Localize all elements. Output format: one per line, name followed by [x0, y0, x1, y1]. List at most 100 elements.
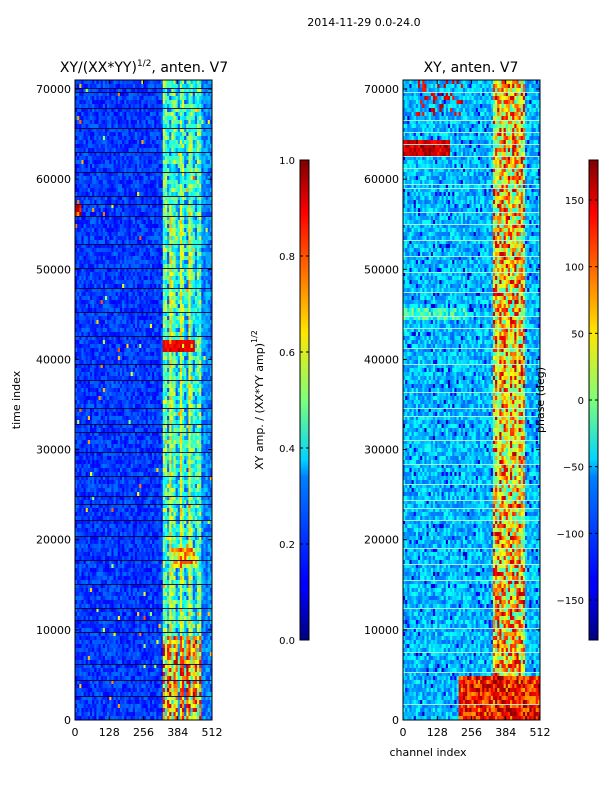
heatmap-cell — [201, 184, 204, 189]
heatmap-cell — [203, 232, 206, 237]
heatmap-cell — [205, 132, 209, 137]
heatmap-cell — [145, 336, 149, 341]
heatmap-cell — [209, 300, 213, 305]
heatmap-cell — [96, 344, 99, 349]
heatmap-cell — [194, 128, 198, 133]
heatmap-cell — [171, 344, 174, 349]
heatmap-cell — [188, 260, 191, 265]
heatmap-cell — [130, 120, 134, 125]
heatmap-cell — [207, 280, 211, 285]
heatmap-cell — [77, 320, 80, 325]
heatmap-cell — [89, 88, 93, 93]
heatmap-cell — [126, 272, 129, 277]
heatmap-cell — [186, 240, 189, 245]
heatmap-cell — [109, 128, 112, 133]
heatmap-cell — [132, 244, 136, 249]
heatmap-cell — [184, 372, 187, 377]
heatmap-cell — [128, 292, 132, 297]
heatmap-cell — [141, 276, 144, 281]
heatmap-cell — [194, 220, 198, 225]
heatmap-cell — [190, 320, 194, 325]
heatmap-cell — [207, 384, 211, 389]
heatmap-cell — [102, 112, 106, 117]
heatmap-cell — [207, 108, 211, 113]
heatmap-cell — [96, 92, 99, 97]
heatmap-cell — [128, 160, 132, 165]
heatmap-cell — [188, 388, 191, 393]
heatmap-cell — [154, 92, 157, 97]
heatmap-cell — [104, 124, 108, 129]
heatmap-cell — [119, 96, 123, 101]
heatmap-cell — [192, 200, 196, 205]
heatmap-cell — [158, 292, 161, 297]
heatmap-cell — [199, 372, 202, 377]
heatmap-cell — [85, 228, 89, 233]
heatmap-cell — [194, 328, 198, 333]
heatmap-cell — [102, 208, 106, 213]
heatmap-cell — [182, 116, 185, 121]
heatmap-cell — [113, 152, 117, 157]
heatmap-cell — [156, 116, 159, 121]
heatmap-cell — [111, 144, 114, 149]
heatmap-cell — [188, 84, 191, 89]
heatmap-cell — [85, 156, 89, 161]
heatmap-cell — [194, 228, 198, 233]
heatmap-cell — [122, 268, 125, 273]
heatmap-cell — [177, 124, 181, 129]
heatmap-cell — [130, 144, 134, 149]
heatmap-cell — [194, 200, 198, 205]
heatmap-cell — [203, 340, 206, 345]
heatmap-cell — [205, 96, 209, 101]
heatmap-cell — [143, 384, 146, 389]
heatmap-cell — [209, 152, 213, 157]
heatmap-cell — [117, 156, 121, 161]
heatmap-cell — [171, 316, 174, 321]
heatmap-cell — [81, 292, 84, 297]
heatmap-cell — [94, 128, 97, 133]
heatmap-cell — [160, 128, 164, 133]
heatmap-cell — [194, 216, 198, 221]
heatmap-cell — [162, 276, 166, 281]
heatmap-cell — [111, 172, 114, 177]
heatmap-cell — [197, 380, 200, 385]
heatmap-cell — [79, 84, 82, 89]
heatmap-cell — [107, 204, 110, 209]
heatmap-cell — [184, 208, 187, 213]
heatmap-cell — [128, 304, 132, 309]
heatmap-cell — [147, 92, 151, 97]
heatmap-cell — [92, 104, 95, 109]
heatmap-cell — [143, 172, 146, 177]
heatmap-cell — [154, 344, 157, 349]
heatmap-cell — [169, 160, 172, 165]
heatmap-cell — [169, 184, 172, 189]
heatmap-cell — [162, 176, 166, 181]
heatmap-cell — [113, 256, 117, 261]
heatmap-cell — [145, 288, 149, 293]
heatmap-cell — [98, 352, 102, 357]
heatmap-cell — [128, 112, 132, 117]
heatmap-cell — [87, 112, 91, 117]
heatmap-cell — [83, 320, 87, 325]
heatmap-cell — [162, 260, 166, 265]
heatmap-cell — [169, 176, 172, 181]
heatmap-cell — [154, 280, 157, 285]
heatmap-cell — [184, 356, 187, 361]
heatmap-cell — [92, 200, 95, 205]
heatmap-cell — [92, 176, 95, 181]
heatmap-cell — [145, 372, 149, 377]
heatmap-cell — [186, 172, 189, 177]
heatmap-cell — [77, 388, 80, 393]
heatmap-cell — [109, 148, 112, 153]
heatmap-cell — [128, 128, 132, 133]
heatmap-cell — [171, 312, 174, 317]
heatmap-cell — [128, 348, 132, 353]
heatmap-cell — [94, 356, 97, 361]
heatmap-cell — [152, 308, 155, 313]
heatmap-cell — [197, 120, 200, 125]
heatmap-cell — [145, 160, 149, 165]
heatmap-cell — [111, 368, 114, 373]
heatmap-cell — [197, 328, 200, 333]
heatmap-cell — [167, 360, 170, 365]
heatmap-cell — [87, 240, 91, 245]
heatmap-cell — [182, 136, 185, 141]
